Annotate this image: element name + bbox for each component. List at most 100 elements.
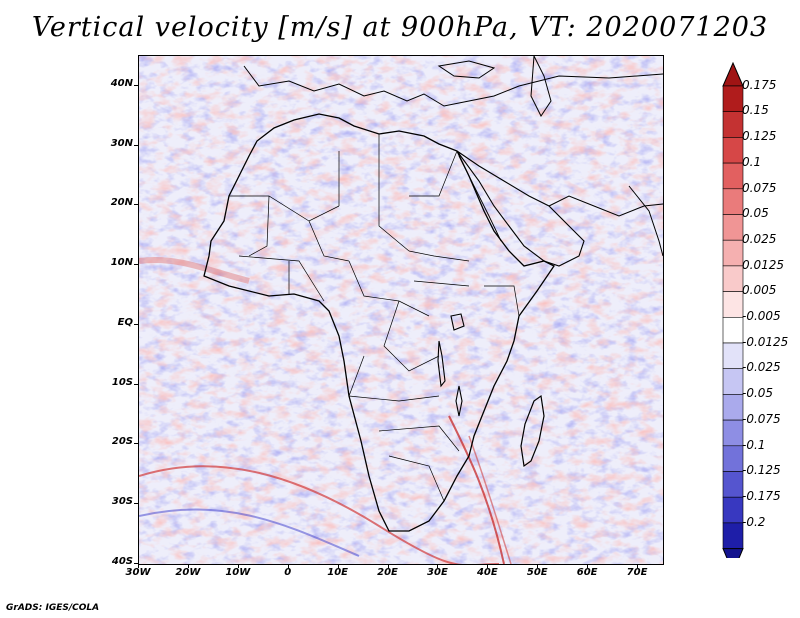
lat-tick-label: 40N [110, 77, 133, 89]
colorbar-level-label: 0.1 [742, 154, 762, 169]
lon-tick-label: 60E [576, 567, 598, 578]
colorbar-swatch [722, 522, 744, 549]
colorbar-swatch [722, 394, 744, 421]
lon-tick-mark [287, 564, 289, 568]
lat-tick-mark [134, 443, 138, 445]
lon-tick-label: 20E [377, 567, 398, 578]
lon-tick-mark [537, 564, 539, 568]
lat-tick-label: 30N [110, 137, 133, 149]
arabia-coastline [456, 150, 585, 267]
lon-tick-mark [437, 564, 439, 568]
lat-tick-label: 40S [111, 556, 133, 567]
persian-gulf-coast [548, 195, 663, 217]
colorbar-swatch [722, 239, 744, 267]
lat-tick-mark [134, 264, 138, 266]
map-panel [138, 55, 664, 565]
colorbar-swatch [722, 85, 744, 113]
africa-coastline [203, 113, 555, 532]
lon-tick-label: 50E [526, 567, 548, 578]
india-coast [628, 185, 663, 257]
country-borders [229, 134, 520, 502]
colorbar-swatch [722, 419, 744, 447]
lat-tick-mark [134, 204, 138, 206]
lon-tick-mark [237, 564, 239, 568]
caspian-sea [530, 56, 552, 117]
blue-streak-south [139, 508, 360, 557]
colorbar-swatch [722, 342, 744, 370]
colorbar-swatch [722, 265, 744, 292]
colorbar-level-label: 0.025 [742, 231, 777, 246]
lon-tick-mark [387, 564, 389, 568]
lat-tick-label: EQ [117, 316, 133, 328]
lon-tick-mark [337, 564, 339, 568]
colorbar-level-label: -0.005 [742, 309, 781, 323]
lat-tick-mark [134, 323, 138, 325]
lon-tick-label: 30W [125, 567, 151, 578]
lat-tick-label: 10N [110, 257, 133, 269]
colorbar-swatch [722, 445, 744, 472]
lon-tick-mark [487, 564, 489, 568]
colorbar-level-label: 0.125 [742, 129, 777, 144]
colorbar-level-label: 0.05 [742, 206, 769, 221]
colorbar-level-label: 0.075 [742, 180, 777, 195]
lake-malawi [455, 385, 463, 417]
lat-tick-label: 20S [111, 436, 133, 448]
lon-tick-mark [187, 564, 189, 568]
madagascar [520, 394, 545, 468]
colorbar-swatch [722, 214, 744, 241]
lat-tick-label: 30S [111, 496, 133, 508]
colorbar-bottom-arrow [722, 548, 744, 558]
colorbar-level-label: 0.0125 [742, 257, 784, 272]
lon-tick-label: 20W [175, 567, 201, 578]
colorbar-level-label: -0.0125 [742, 334, 789, 349]
lat-tick-mark [134, 503, 138, 505]
lake-victoria [450, 313, 465, 331]
lat-tick-mark [134, 563, 138, 564]
colorbar-top-arrow [722, 62, 744, 87]
europe-coast [243, 65, 663, 107]
lon-tick-label: 70E [626, 567, 648, 578]
lon-tick-mark [587, 564, 589, 568]
lon-tick-mark [637, 564, 639, 568]
colorbar-swatch [722, 291, 744, 318]
southern-ocean-red-streak [139, 465, 499, 564]
lon-tick-mark [138, 564, 139, 568]
map-title: Vertical velocity [m/s] at 900hPa, VT: 2… [31, 12, 769, 43]
mozambique-channel-streak [448, 415, 505, 564]
colorbar-level-label: -0.175 [742, 488, 781, 503]
vertical-velocity-field [139, 56, 663, 564]
lat-tick-label: 20N [110, 197, 133, 209]
colorbar-level-label: 0.005 [742, 283, 777, 298]
lat-tick-mark [134, 144, 138, 146]
colorbar-level-label: -0.05 [742, 386, 774, 401]
lake-tanganyika [437, 340, 446, 388]
colorbar-level-label: -0.025 [742, 360, 781, 375]
colorbar-swatch [722, 496, 744, 524]
lon-tick-label: 40E [476, 567, 498, 578]
colorbar-swatch [722, 368, 744, 395]
colorbar-level-label: -0.075 [742, 411, 781, 426]
lat-tick-label: 10S [111, 376, 133, 388]
agulhas-streak [468, 435, 512, 564]
colorbar-swatch [722, 471, 744, 498]
lon-tick-label: 10E [327, 567, 348, 578]
red-sea [458, 155, 502, 242]
colorbar-level-label: -0.125 [742, 463, 781, 478]
grads-credit: GrADS: IGES/COLA [6, 603, 100, 613]
lon-tick-label: 30E [427, 567, 448, 578]
colorbar-swatch [722, 162, 744, 190]
colorbar [722, 62, 744, 558]
colorbar-level-label: -0.2 [742, 514, 766, 529]
colorbar-swatch [722, 317, 744, 344]
lon-tick-label: 10W [225, 567, 251, 578]
colorbar-swatch [722, 188, 744, 215]
colorbar-level-label: -0.1 [742, 437, 766, 452]
black-sea [437, 60, 496, 79]
colorbar-swatch [722, 111, 744, 138]
colorbar-level-label: 0.15 [742, 103, 769, 118]
colorbar-swatch [722, 137, 744, 164]
red-band-west-africa [139, 257, 250, 284]
lat-tick-mark [134, 383, 138, 385]
colorbar-level-label: 0.175 [742, 77, 777, 92]
lat-tick-mark [134, 84, 138, 86]
